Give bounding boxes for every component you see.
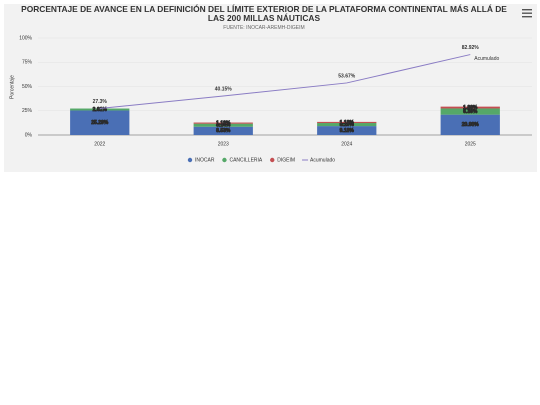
legend-label: INOCAR [195, 157, 215, 163]
legend-symbol [222, 157, 227, 163]
data-label: 82.92% [462, 45, 480, 51]
chart-panel [4, 4, 537, 172]
data-label: 1.88% [463, 105, 478, 111]
line-end-label: Acumulado [474, 56, 499, 62]
legend-symbol [270, 157, 275, 163]
bar [70, 110, 130, 135]
data-label: 27.3% [93, 99, 108, 105]
y-tick-label: 0% [25, 132, 33, 138]
data-label: 1.18% [216, 120, 231, 126]
y-axis-title: Porcentaje [9, 75, 15, 99]
data-label: 25.29% [91, 120, 109, 126]
legend-label: Acumulado [310, 157, 335, 163]
legend-label: CANCILLERIA [229, 157, 262, 163]
data-label: 1.18% [340, 120, 355, 126]
data-label: 40.15% [215, 86, 233, 92]
chart-title: PORCENTAJE DE AVANCE EN LA DEFINICIÓN DE… [21, 4, 507, 23]
bar [193, 122, 253, 124]
data-label: 6.39% [463, 109, 478, 115]
bar [193, 126, 253, 135]
y-tick-label: 25% [22, 108, 33, 114]
line [99, 54, 471, 110]
bar [317, 126, 377, 135]
data-label: 3.16% [340, 122, 355, 128]
bar [193, 123, 253, 127]
data-label: 9.18% [340, 128, 355, 134]
y-tick-label: 75% [22, 60, 33, 66]
x-tick-label: 2024 [341, 141, 352, 147]
bar [317, 123, 377, 127]
bar [440, 114, 500, 135]
data-label: 2.01% [93, 107, 108, 113]
bar [440, 108, 500, 115]
data-label: 53.67% [338, 73, 356, 79]
menu-button[interactable] [522, 9, 532, 18]
y-tick-label: 50% [22, 84, 33, 90]
legend-label: DIGEIM [277, 157, 295, 163]
legend-symbol [187, 157, 193, 163]
x-tick-label: 2025 [465, 141, 476, 147]
bar [317, 121, 377, 124]
data-label: 3.14% [216, 123, 231, 129]
x-tick-label: 2022 [94, 141, 105, 147]
chart-subtitle: FUENTE: INOCAR-AREMH-DIGEIM [223, 25, 305, 31]
x-tick-label: 2023 [218, 141, 229, 147]
bar [440, 106, 500, 109]
data-label: 8.53% [216, 128, 231, 134]
y-tick-label: 100% [19, 35, 32, 41]
data-label: 20.98% [462, 122, 480, 128]
bar [70, 108, 130, 111]
